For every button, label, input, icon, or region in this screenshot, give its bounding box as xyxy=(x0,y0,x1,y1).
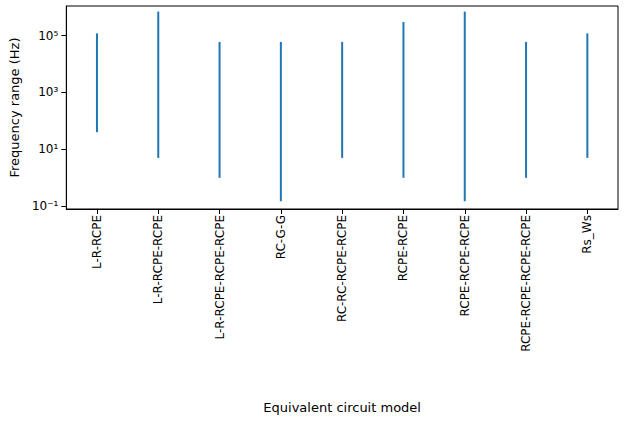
svg-text:10⁻¹: 10⁻¹ xyxy=(32,199,59,213)
svg-text:L-R-RCPE-RCPE: L-R-RCPE-RCPE xyxy=(151,215,165,304)
svg-text:L-R-RCPE-RCPE-RCPE: L-R-RCPE-RCPE-RCPE xyxy=(213,215,227,339)
svg-text:RCPE-RCPE-RCPE-RCPE: RCPE-RCPE-RCPE-RCPE xyxy=(519,215,533,352)
svg-text:Rs_Ws: Rs_Ws xyxy=(580,215,594,254)
svg-text:RC-RC-RCPE-RCPE: RC-RC-RCPE-RCPE xyxy=(335,215,349,322)
svg-text:10¹: 10¹ xyxy=(38,142,58,156)
svg-text:RC-G-G: RC-G-G xyxy=(274,215,288,259)
svg-text:RCPE-RCPE: RCPE-RCPE xyxy=(396,215,410,281)
svg-text:10³: 10³ xyxy=(38,85,58,99)
svg-text:L-R-RCPE: L-R-RCPE xyxy=(90,215,104,269)
svg-text:Frequency range (Hz): Frequency range (Hz) xyxy=(7,38,22,178)
svg-text:10⁵: 10⁵ xyxy=(38,29,58,43)
svg-text:Equivalent circuit model: Equivalent circuit model xyxy=(263,400,421,415)
svg-text:RCPE-RCPE-RCPE: RCPE-RCPE-RCPE xyxy=(458,215,472,316)
